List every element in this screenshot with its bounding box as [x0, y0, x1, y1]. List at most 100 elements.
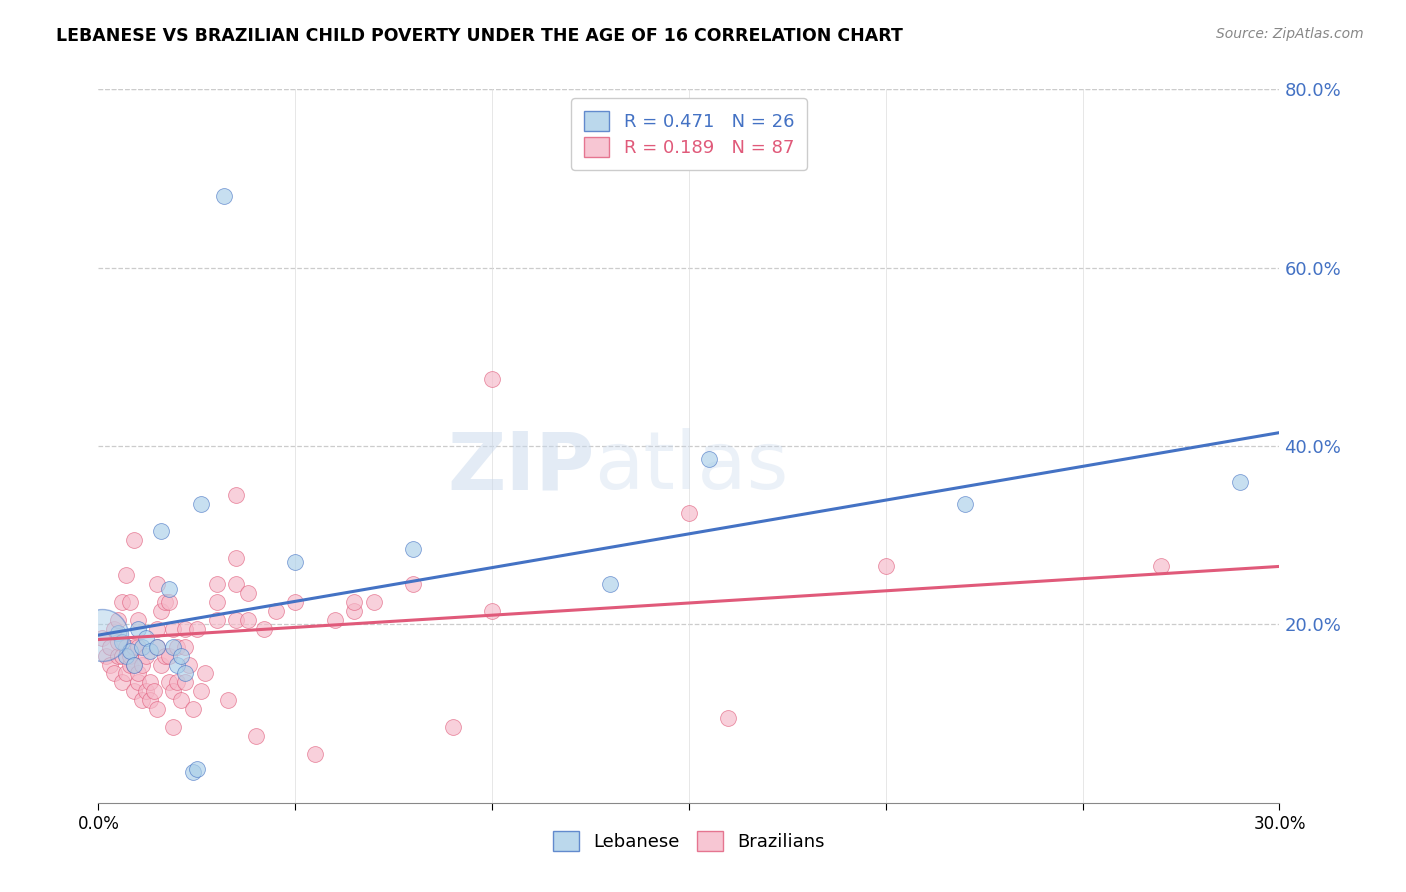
Point: [115, 648, 138, 663]
Point: [225, 577, 247, 591]
Text: ZIP: ZIP: [447, 428, 595, 507]
Point: [225, 488, 247, 502]
Point: [96, 648, 118, 663]
Point: [155, 595, 177, 609]
Point: [323, 613, 346, 627]
Legend: Lebanese, Brazilians: Lebanese, Brazilians: [546, 823, 832, 858]
Point: [107, 635, 129, 649]
Point: [122, 657, 145, 672]
Point: [122, 657, 145, 672]
Point: [402, 541, 425, 556]
Point: [107, 613, 129, 627]
Point: [481, 372, 503, 386]
Point: [875, 559, 897, 574]
Point: [131, 693, 153, 707]
Point: [174, 622, 197, 636]
Point: [115, 640, 138, 654]
Point: [343, 595, 366, 609]
Point: [111, 675, 134, 690]
Point: [146, 702, 169, 716]
Point: [118, 657, 141, 672]
Point: [190, 497, 212, 511]
Point: [103, 666, 125, 681]
Point: [481, 604, 503, 618]
Point: [103, 622, 125, 636]
Point: [91, 631, 114, 645]
Point: [150, 604, 173, 618]
Point: [111, 595, 134, 609]
Point: [118, 648, 141, 663]
Point: [194, 666, 217, 681]
Point: [170, 648, 193, 663]
Point: [127, 613, 149, 627]
Point: [162, 640, 184, 654]
Point: [166, 675, 188, 690]
Point: [162, 622, 184, 636]
Point: [127, 666, 149, 681]
Point: [225, 613, 247, 627]
Point: [118, 644, 141, 658]
Point: [264, 604, 287, 618]
Point: [304, 747, 326, 761]
Point: [127, 675, 149, 690]
Point: [174, 640, 197, 654]
Point: [135, 631, 157, 645]
Point: [225, 550, 247, 565]
Point: [127, 640, 149, 654]
Point: [217, 693, 239, 707]
Point: [155, 648, 177, 663]
Point: [245, 729, 267, 743]
Point: [138, 693, 160, 707]
Point: [122, 684, 145, 698]
Point: [205, 577, 228, 591]
Point: [953, 497, 976, 511]
Point: [142, 684, 165, 698]
Point: [166, 657, 188, 672]
Point: [98, 640, 121, 654]
Point: [166, 640, 188, 654]
Point: [678, 506, 700, 520]
Point: [138, 644, 160, 658]
Point: [111, 648, 134, 663]
Point: [91, 628, 114, 642]
Point: [186, 762, 208, 776]
Point: [111, 635, 134, 649]
Point: [118, 595, 141, 609]
Point: [135, 648, 157, 663]
Point: [122, 640, 145, 654]
Point: [98, 657, 121, 672]
Point: [131, 640, 153, 654]
Point: [146, 622, 169, 636]
Point: [107, 648, 129, 663]
Point: [253, 622, 276, 636]
Point: [697, 452, 720, 467]
Point: [599, 577, 621, 591]
Point: [174, 666, 197, 681]
Text: LEBANESE VS BRAZILIAN CHILD POVERTY UNDER THE AGE OF 16 CORRELATION CHART: LEBANESE VS BRAZILIAN CHILD POVERTY UNDE…: [56, 27, 903, 45]
Point: [157, 675, 180, 690]
Point: [236, 613, 259, 627]
Point: [363, 595, 385, 609]
Point: [157, 595, 180, 609]
Point: [115, 666, 138, 681]
Point: [181, 764, 204, 779]
Point: [190, 684, 212, 698]
Text: atlas: atlas: [595, 428, 789, 507]
Point: [162, 684, 184, 698]
Point: [441, 720, 464, 734]
Point: [150, 524, 173, 538]
Point: [186, 622, 208, 636]
Point: [146, 640, 169, 654]
Point: [157, 582, 180, 596]
Point: [284, 595, 307, 609]
Point: [146, 577, 169, 591]
Point: [177, 657, 200, 672]
Point: [122, 533, 145, 547]
Point: [205, 613, 228, 627]
Point: [127, 622, 149, 636]
Point: [284, 555, 307, 569]
Point: [115, 568, 138, 582]
Point: [236, 586, 259, 600]
Point: [1229, 475, 1251, 489]
Point: [138, 675, 160, 690]
